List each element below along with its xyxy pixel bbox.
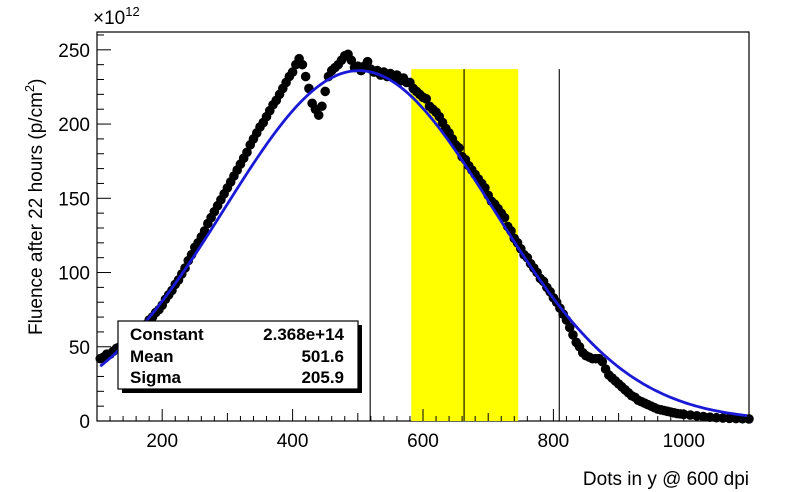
stats-value-mean: 501.6 [301, 347, 344, 366]
y-exponent-label: ×1012 [93, 4, 140, 29]
data-point [597, 356, 608, 367]
data-point [300, 71, 311, 82]
highlight-band-layer [411, 69, 519, 422]
data-point [199, 226, 210, 236]
stats-label-constant: Constant [130, 325, 204, 344]
y-tick-label: 50 [69, 338, 90, 359]
data-point [242, 147, 252, 158]
y-axis-title: Fluence after 22 hours (p/cm2) [22, 79, 47, 335]
data-point [297, 59, 308, 70]
data-point [346, 55, 357, 66]
gaussian-fit-curve [99, 69, 748, 418]
data-point [287, 67, 298, 77]
data-point [313, 110, 324, 120]
data-point [362, 56, 373, 67]
x-ticks-layer: 200 400 600 800 1000 [96, 409, 750, 452]
y-tick-label: 200 [58, 115, 90, 136]
y-ticks-layer: 0 50 100 150 200 250 [58, 34, 111, 433]
x-tick-label: 400 [277, 431, 309, 452]
y-tick-label: 0 [79, 412, 90, 433]
highlight-band [411, 69, 519, 422]
data-point [568, 330, 578, 340]
stats-label-mean: Mean [130, 347, 173, 366]
data-point [564, 322, 575, 333]
x-tick-label: 800 [538, 431, 570, 452]
data-point [320, 86, 331, 97]
vertical-lines-layer [369, 66, 560, 421]
y-tick-label: 100 [58, 264, 90, 285]
x-tick-label: 600 [407, 431, 439, 452]
data-point [499, 212, 510, 223]
stats-label-sigma: Sigma [130, 368, 182, 387]
data-point [421, 94, 432, 104]
y-tick-label: 150 [58, 189, 90, 210]
stats-box-panel [117, 320, 359, 390]
y-tick-label: 250 [58, 41, 90, 62]
fit-stats-box: Constant 2.368e+14 Mean 501.6 Sigma 205.… [117, 320, 362, 393]
x-axis-title: Dots in y @ 600 dpi [583, 469, 749, 490]
x-tick-label: 1000 [663, 431, 705, 452]
stats-value-sigma: 205.9 [301, 368, 344, 387]
data-point [317, 101, 327, 112]
x-tick-label: 200 [146, 431, 178, 452]
stats-value-constant: 2.368e+14 [263, 325, 344, 344]
